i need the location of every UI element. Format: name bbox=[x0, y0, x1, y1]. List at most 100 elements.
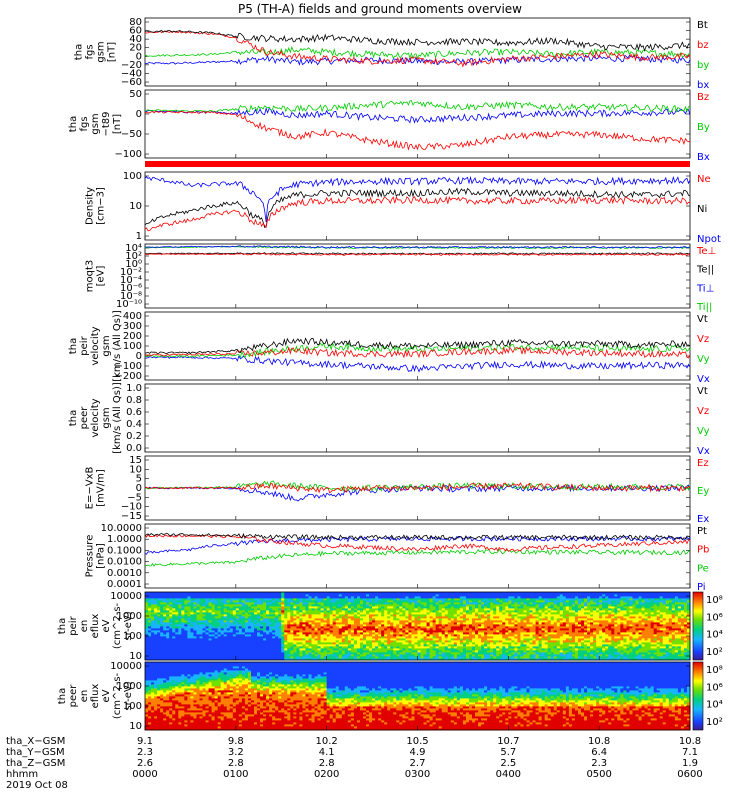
spectrogram-cell bbox=[423, 656, 427, 659]
spectrogram-cell bbox=[302, 612, 306, 615]
spectrogram-cell bbox=[399, 606, 403, 609]
spectrogram-cell bbox=[238, 632, 243, 635]
spectrogram-cell bbox=[169, 604, 173, 607]
spectrogram-cell bbox=[559, 594, 564, 597]
spectrogram-cell bbox=[220, 642, 225, 645]
spectrogram-cell bbox=[523, 654, 527, 657]
spectrogram-cell bbox=[335, 628, 340, 631]
spectrogram-cell bbox=[181, 648, 185, 651]
spectrogram-cell bbox=[465, 602, 470, 605]
spectrogram-cell bbox=[163, 614, 167, 617]
spectrogram-cell bbox=[263, 650, 267, 653]
spectrogram-cell bbox=[435, 634, 440, 637]
spectrogram-cell bbox=[417, 642, 421, 645]
spectrogram-cell bbox=[184, 636, 188, 639]
spectrogram-cell bbox=[266, 604, 270, 607]
spectrogram-cell bbox=[299, 596, 303, 599]
spectrogram-cell bbox=[481, 656, 485, 659]
series-by bbox=[144, 100, 691, 113]
spectrogram-cell bbox=[459, 594, 464, 597]
spectrogram-cell bbox=[541, 618, 546, 621]
spectrogram-cell bbox=[193, 656, 197, 659]
spectrogram-cell bbox=[326, 652, 331, 655]
spectrogram-cell bbox=[238, 620, 243, 623]
spectrogram-cell bbox=[453, 604, 458, 607]
spectrogram-cell bbox=[308, 618, 312, 621]
spectrogram-cell bbox=[272, 594, 276, 597]
spectrogram-cell bbox=[287, 598, 291, 601]
spectrogram-cell bbox=[520, 630, 524, 633]
spectrogram-cell bbox=[166, 646, 170, 649]
spectrogram-cell bbox=[393, 644, 397, 647]
spectrogram-cell bbox=[151, 632, 155, 635]
spectrogram-cell bbox=[157, 634, 161, 637]
spectrogram-cell bbox=[293, 614, 297, 617]
spectrogram-cell bbox=[511, 638, 515, 641]
spectrogram-cell bbox=[299, 608, 303, 611]
spectrogram-cell bbox=[462, 618, 467, 621]
spectrogram-cell bbox=[468, 596, 473, 599]
spectrogram-cell bbox=[275, 598, 279, 601]
spectrogram-cell bbox=[420, 594, 424, 597]
spectrogram-cell bbox=[363, 604, 367, 607]
spectrogram-cell bbox=[299, 614, 303, 617]
spectrogram-cell bbox=[369, 650, 373, 653]
spectrogram-cell bbox=[420, 614, 424, 617]
spectrogram-cell bbox=[435, 620, 440, 623]
spectrogram-cell bbox=[417, 652, 421, 655]
spectrogram-cell bbox=[420, 616, 424, 619]
spectrogram-cell bbox=[520, 614, 524, 617]
spectrogram-cell bbox=[205, 654, 209, 657]
spectrogram-cell bbox=[257, 610, 261, 613]
spectrogram-cell bbox=[305, 652, 309, 655]
spectrogram-cell bbox=[320, 596, 325, 599]
spectrogram-cell bbox=[444, 646, 449, 649]
spectrogram-cell bbox=[181, 630, 185, 633]
spectrogram-cell bbox=[154, 628, 158, 631]
spectrogram-cell bbox=[556, 604, 561, 607]
spectrogram-cell bbox=[535, 606, 540, 609]
spectrogram-cell bbox=[217, 614, 222, 617]
spectrogram-cell bbox=[523, 650, 527, 653]
spectrogram-cell bbox=[350, 596, 355, 599]
spectrogram-cell bbox=[184, 620, 188, 623]
spectrogram-cell bbox=[269, 632, 273, 635]
spectrogram-cell bbox=[435, 612, 440, 615]
spectrogram-cell bbox=[556, 612, 561, 615]
spectrogram-cell bbox=[220, 624, 225, 627]
spectrogram-cell bbox=[202, 636, 206, 639]
spectrogram-cell bbox=[160, 638, 164, 641]
spectrogram-cell bbox=[250, 596, 255, 599]
spectrogram-cell bbox=[487, 616, 491, 619]
spectrogram-cell bbox=[329, 648, 334, 651]
spectrogram-cell bbox=[335, 604, 340, 607]
spectrogram-cell bbox=[363, 628, 367, 631]
spectrogram-cell bbox=[299, 656, 303, 659]
spectrogram-cell bbox=[178, 608, 182, 611]
spectrogram-cell bbox=[490, 612, 494, 615]
spectrogram-cell bbox=[408, 594, 412, 597]
spectrogram-cell bbox=[181, 636, 185, 639]
spectrogram-cell bbox=[475, 624, 479, 627]
spectrogram-cell bbox=[220, 634, 225, 637]
spectrogram-cell bbox=[187, 638, 191, 641]
spectrogram-cell bbox=[175, 624, 179, 627]
spectrogram-cell bbox=[250, 606, 255, 609]
spectrogram-cell bbox=[281, 612, 285, 615]
spectrogram-cell bbox=[269, 606, 273, 609]
spectrogram-cell bbox=[465, 658, 470, 661]
spectrogram-cell bbox=[541, 592, 546, 595]
spectrogram-cell bbox=[314, 616, 318, 619]
spectrogram-cell bbox=[254, 596, 258, 599]
spectrogram-cell bbox=[356, 594, 361, 597]
spectrogram-cell bbox=[232, 644, 237, 647]
spectrogram-cell bbox=[523, 602, 527, 605]
spectrogram-cell bbox=[208, 592, 213, 595]
spectrogram-cell bbox=[441, 638, 446, 641]
spectrogram-cell bbox=[232, 634, 237, 637]
spectrogram-cell bbox=[208, 636, 213, 639]
spectrogram-cell bbox=[559, 656, 564, 659]
spectrogram-cell bbox=[341, 610, 346, 613]
spectrogram-cell bbox=[496, 628, 500, 631]
spectrogram-cell bbox=[450, 622, 455, 625]
